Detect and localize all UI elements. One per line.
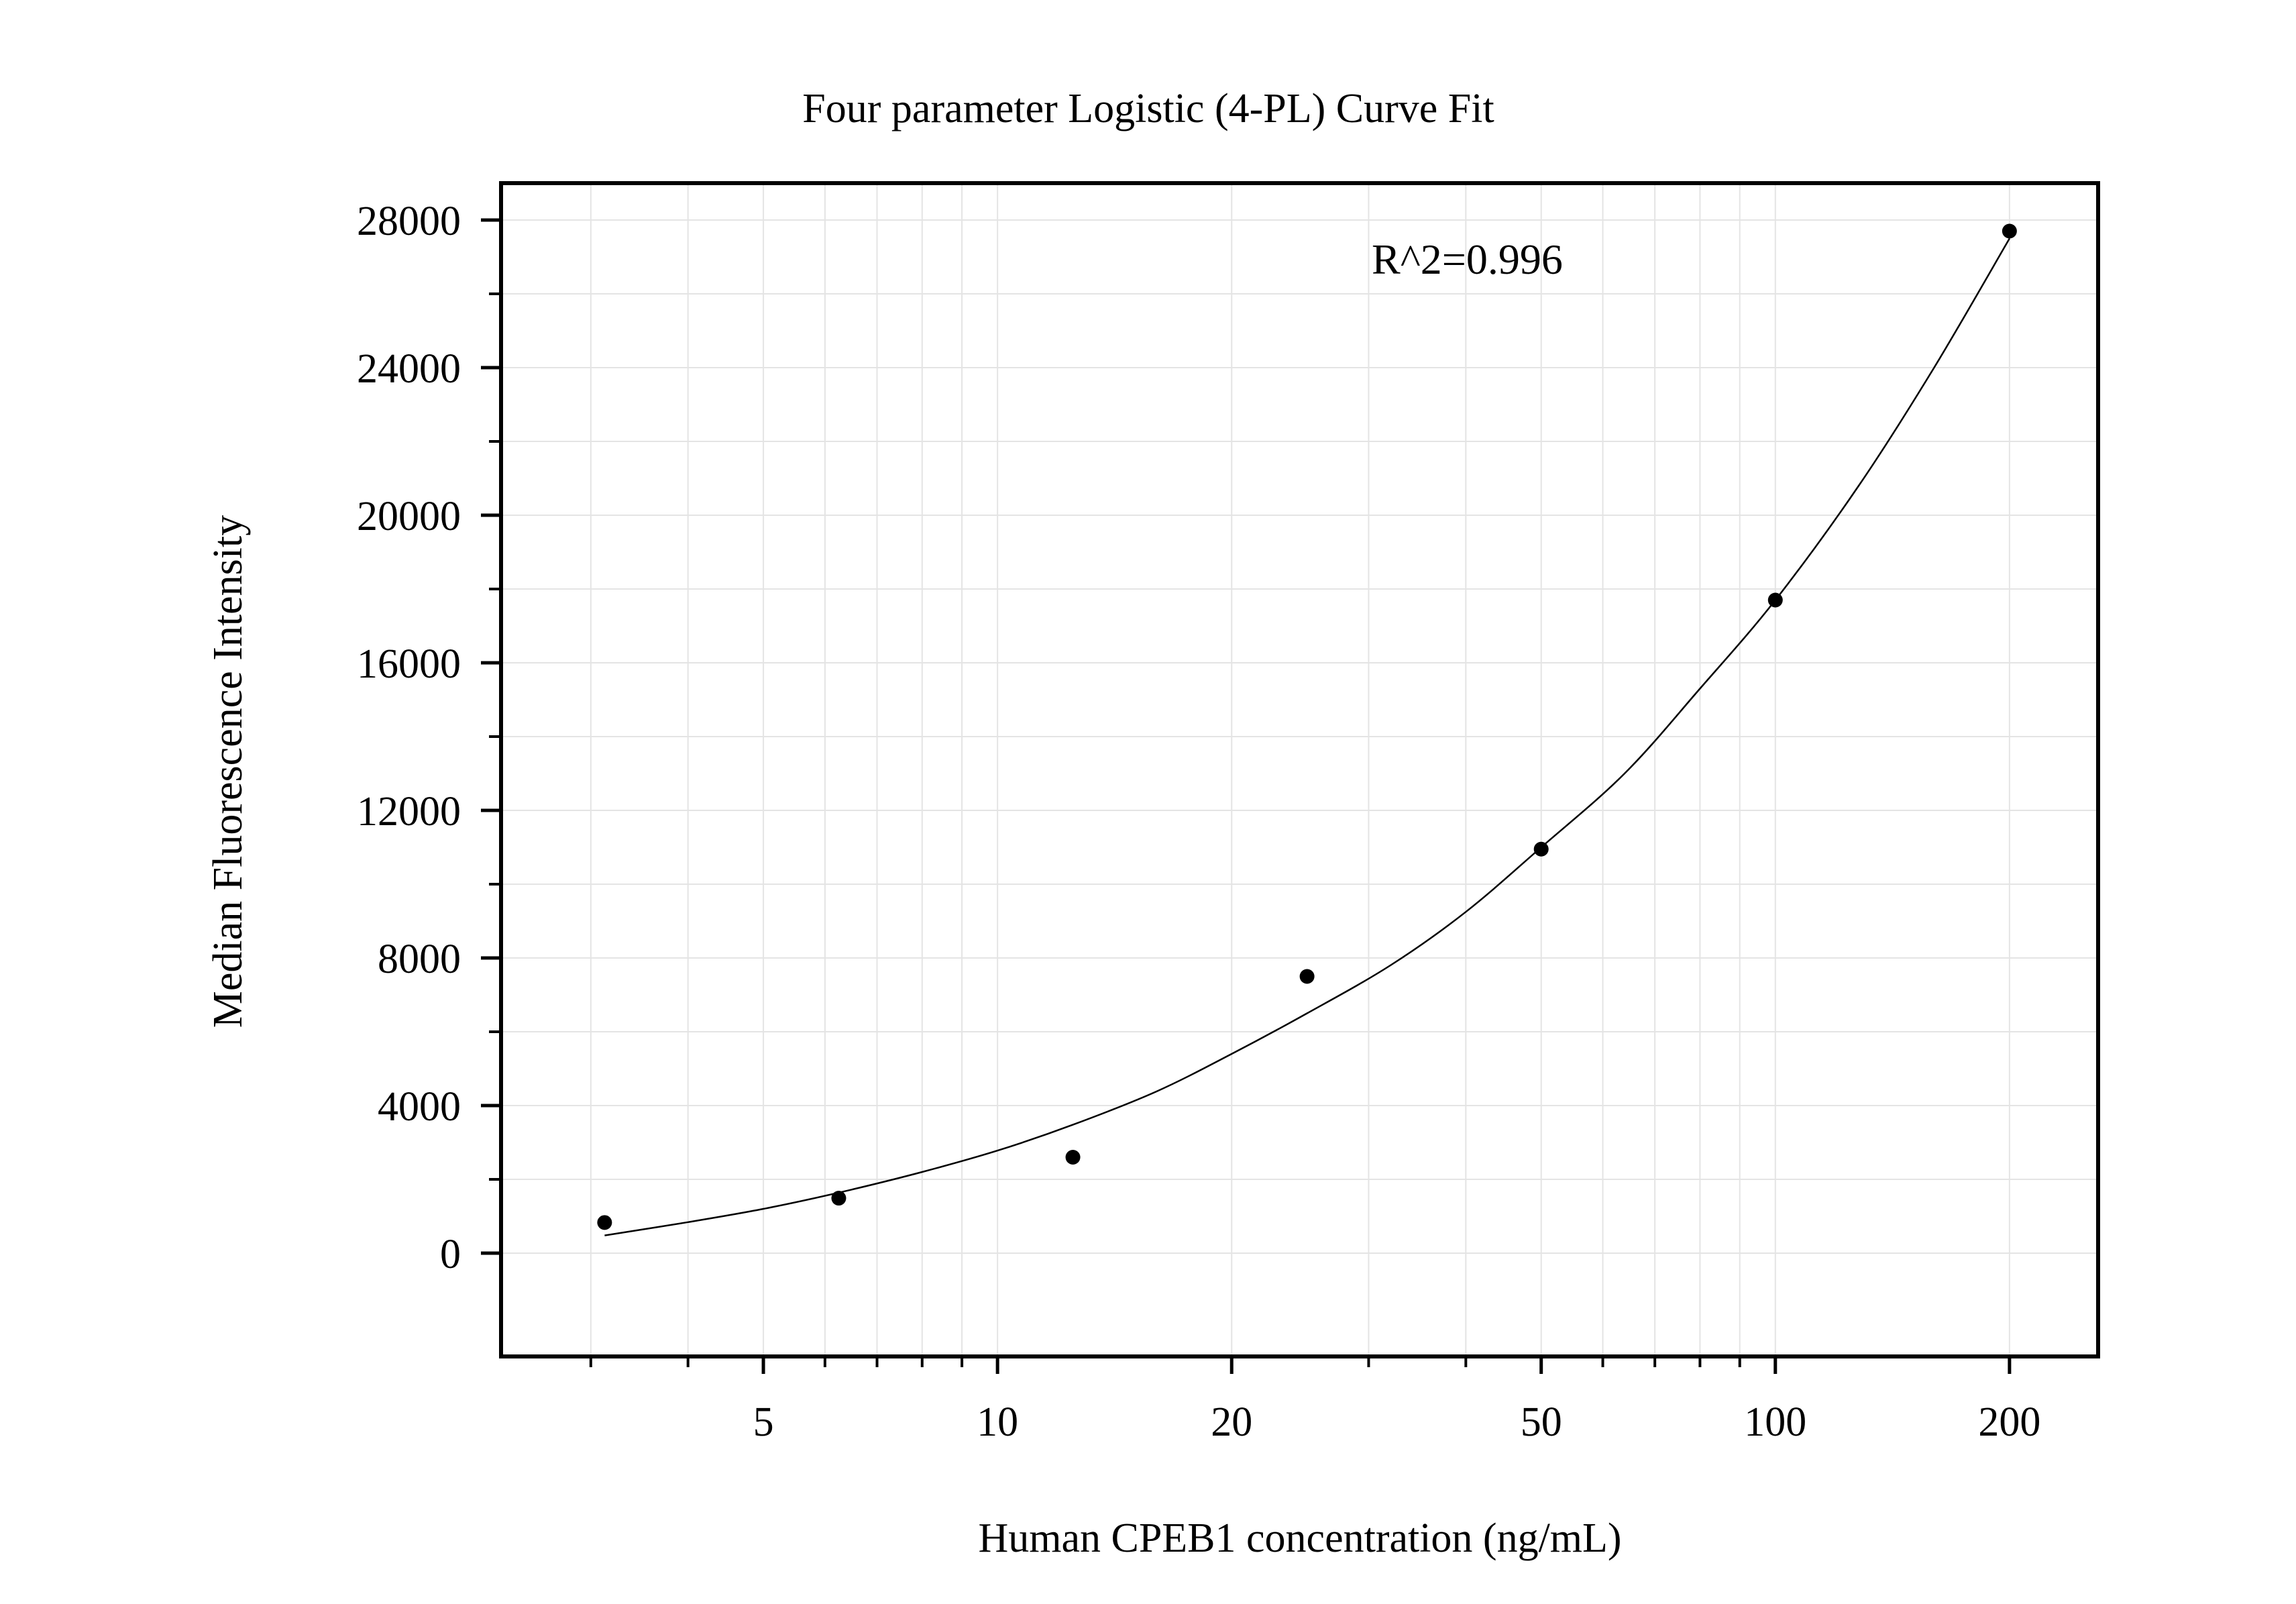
data-point [1767,592,1783,608]
y-tick-label: 8000 [378,937,461,982]
data-points [597,223,2017,1230]
data-point [1065,1150,1081,1165]
y-tick-label: 12000 [357,789,461,835]
x-axis-label: Human CPEB1 concentration (ng/mL) [978,1515,1621,1561]
x-tick-label: 100 [1744,1399,1806,1445]
y-tick-label: 0 [440,1232,461,1277]
data-point [1299,969,1315,984]
data-point [831,1191,846,1206]
grid [501,183,2098,1356]
x-tick-label: 20 [1211,1399,1252,1445]
x-tick-label: 200 [1978,1399,2040,1445]
fit-curve [604,237,2010,1236]
plot-frame [499,181,2100,1358]
y-tick-label: 20000 [357,494,461,539]
chart-title: Four parameter Logistic (4-PL) Curve Fit [802,86,1494,131]
data-point [597,1215,612,1230]
x-tick-label: 5 [753,1399,774,1445]
y-tick-label: 28000 [357,199,461,244]
fit-curve-layer [604,237,2010,1236]
r-squared-annotation: R^2=0.996 [1372,235,1563,283]
x-tick-label: 10 [977,1399,1018,1445]
axes: 5 10 20 50 100 200 0 4000 8000 12000 16000 20000 240… [357,199,2040,1445]
x-tick-label: 50 [1521,1399,1562,1445]
y-tick-label: 24000 [357,346,461,392]
y-tick-label: 16000 [357,641,461,687]
y-tick-label: 4000 [378,1084,461,1130]
data-point [1533,841,1549,857]
data-point [2002,223,2017,239]
y-axis-label: Median Fluorescence Intensity [205,515,251,1028]
